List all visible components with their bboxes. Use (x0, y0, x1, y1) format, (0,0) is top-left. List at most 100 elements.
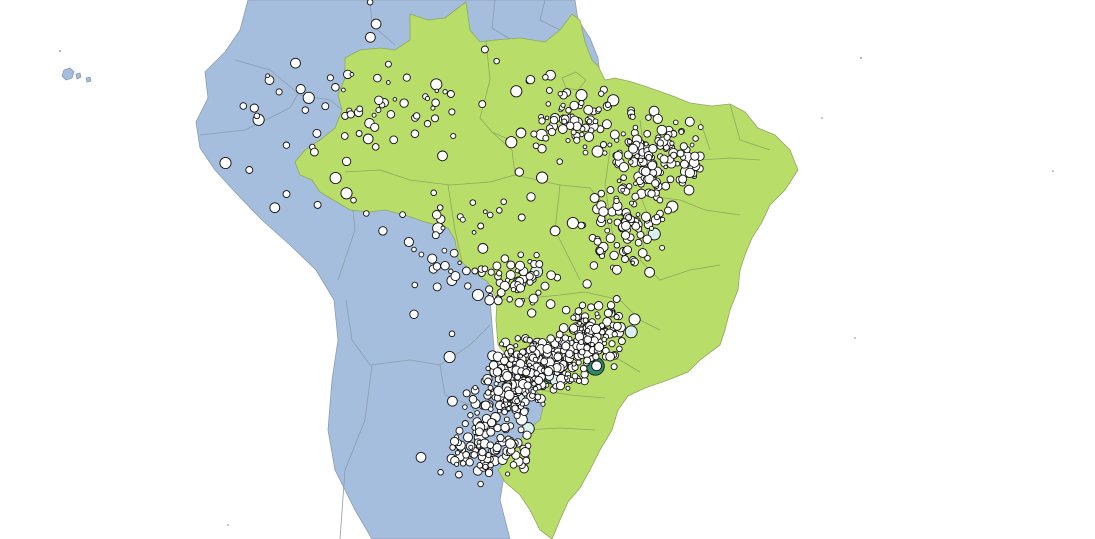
city-marker[interactable] (340, 187, 353, 200)
municipality-marker (589, 341, 595, 348)
city-marker[interactable] (624, 325, 638, 339)
city-marker[interactable] (527, 308, 537, 318)
city-marker[interactable] (542, 74, 549, 81)
city-marker[interactable] (362, 133, 374, 145)
city-marker[interactable] (366, 0, 374, 6)
city-marker[interactable] (621, 255, 629, 264)
municipality-marker (561, 305, 571, 315)
city-marker[interactable] (537, 144, 547, 154)
city-marker[interactable] (443, 350, 456, 364)
city-marker[interactable] (526, 192, 536, 202)
city-marker[interactable] (399, 98, 409, 108)
municipality-marker (449, 248, 459, 258)
city-marker[interactable] (647, 227, 661, 241)
city-marker[interactable] (478, 100, 487, 109)
city-marker[interactable] (514, 335, 522, 342)
municipality-marker (635, 212, 641, 217)
city-marker[interactable] (313, 200, 322, 209)
city-marker[interactable] (430, 78, 443, 91)
city-marker[interactable] (341, 156, 352, 167)
city-marker[interactable] (448, 330, 456, 338)
city-marker[interactable] (477, 243, 489, 254)
city-marker[interactable] (480, 45, 489, 54)
city-marker[interactable] (378, 226, 388, 236)
city-marker[interactable] (644, 254, 651, 262)
city-marker[interactable] (269, 202, 281, 214)
city-marker[interactable] (612, 295, 621, 303)
city-marker[interactable] (363, 210, 370, 217)
municipality-marker (239, 102, 248, 110)
city-marker[interactable] (437, 150, 448, 162)
municipality-marker (480, 400, 491, 411)
city-marker[interactable] (517, 251, 524, 258)
city-marker[interactable] (282, 190, 291, 199)
municipality-marker (659, 244, 666, 251)
city-marker[interactable] (556, 158, 563, 165)
municipality-marker (533, 270, 540, 277)
city-marker[interactable] (245, 166, 254, 174)
city-marker[interactable] (515, 127, 527, 139)
city-marker[interactable] (514, 167, 524, 177)
city-marker[interactable] (219, 156, 232, 170)
city-marker[interactable] (462, 389, 471, 398)
city-marker[interactable] (500, 198, 507, 205)
city-marker[interactable] (302, 91, 315, 104)
city-marker[interactable] (566, 216, 579, 230)
city-marker[interactable] (415, 451, 427, 463)
municipality-marker (384, 60, 392, 68)
city-marker[interactable] (591, 360, 602, 372)
city-marker[interactable] (536, 171, 549, 184)
city-marker[interactable] (430, 189, 437, 197)
city-marker[interactable] (321, 102, 330, 111)
city-marker[interactable] (447, 395, 458, 407)
municipality-marker (341, 87, 346, 93)
state-boundary (584, 291, 661, 331)
city-marker[interactable] (692, 135, 699, 142)
marajo-island (561, 71, 587, 91)
municipality-marker (598, 90, 605, 97)
municipality-marker (462, 404, 468, 410)
city-marker[interactable] (370, 18, 382, 30)
municipality-marker (645, 153, 653, 161)
city-marker[interactable] (510, 85, 523, 98)
municipality-marker (587, 303, 596, 312)
municipality-marker (689, 142, 695, 148)
municipality-marker (604, 227, 611, 234)
city-marker[interactable] (591, 145, 604, 158)
city-marker[interactable] (329, 171, 342, 185)
city-marker[interactable] (437, 469, 444, 476)
city-marker[interactable] (365, 31, 376, 43)
municipality-marker (459, 460, 467, 467)
city-marker[interactable] (642, 234, 652, 244)
municipality-marker (486, 211, 494, 219)
city-marker[interactable] (471, 288, 485, 302)
city-marker[interactable] (549, 225, 561, 237)
city-marker[interactable] (409, 309, 419, 319)
city-marker[interactable] (431, 114, 439, 123)
city-marker[interactable] (290, 57, 301, 69)
city-marker[interactable] (582, 279, 592, 289)
city-marker[interactable] (575, 89, 588, 102)
city-marker[interactable] (628, 313, 641, 326)
city-marker[interactable] (431, 231, 440, 240)
city-marker[interactable] (525, 74, 536, 85)
city-marker[interactable] (683, 184, 695, 196)
municipality-marker (578, 326, 584, 332)
municipality-marker (578, 301, 587, 309)
municipality-marker (558, 323, 569, 333)
city-marker[interactable] (644, 266, 655, 278)
city-marker[interactable] (477, 480, 484, 488)
municipality-marker (529, 345, 537, 353)
city-marker[interactable] (446, 90, 455, 98)
city-marker[interactable] (517, 213, 526, 222)
municipality-marker (679, 159, 689, 169)
city-marker[interactable] (350, 196, 357, 204)
municipality-marker (607, 218, 613, 224)
municipality-marker (510, 286, 517, 293)
city-marker[interactable] (505, 136, 518, 149)
municipality-marker (602, 317, 612, 327)
municipality-marker (545, 299, 556, 309)
city-marker[interactable] (645, 114, 652, 121)
city-marker[interactable] (493, 57, 500, 65)
